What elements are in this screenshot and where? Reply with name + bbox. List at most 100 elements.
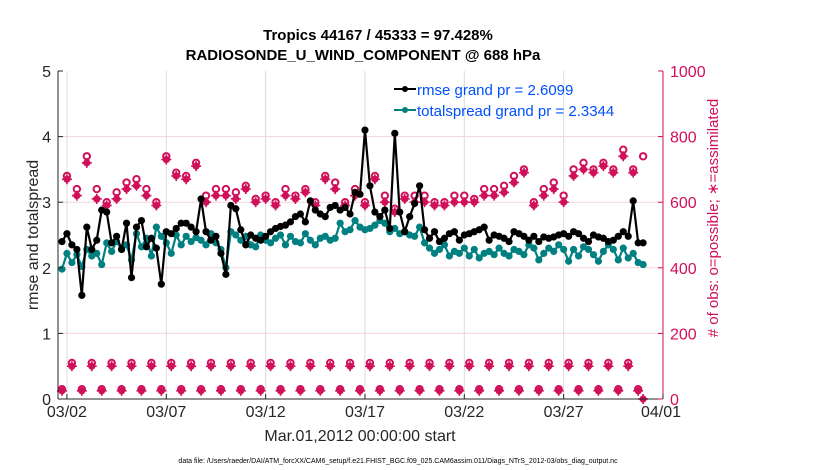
obs-assimilated-marker bbox=[573, 385, 584, 396]
obs-assimilated-marker bbox=[71, 190, 82, 201]
totalspread-point bbox=[177, 241, 185, 249]
obs-assimilated-marker bbox=[305, 361, 316, 372]
rmse-point bbox=[530, 232, 538, 240]
x-ticks: 03/02 03/07 03/12 03/17 03/22 03/27 04/01 bbox=[47, 394, 681, 421]
series-layer bbox=[56, 126, 649, 404]
obs-assimilated-marker bbox=[543, 361, 554, 372]
totalspread-point bbox=[594, 257, 603, 265]
rmse-point bbox=[93, 236, 101, 244]
obs-assimilated-marker bbox=[469, 197, 480, 208]
rmse-point bbox=[142, 243, 151, 251]
obs-assimilated-marker bbox=[429, 200, 440, 211]
rmse-point bbox=[301, 218, 309, 226]
obs-assimilated-marker bbox=[76, 385, 87, 396]
rmse-point bbox=[629, 197, 637, 205]
rmse-point bbox=[147, 234, 155, 242]
rmse-point bbox=[127, 274, 136, 282]
totalspread-point bbox=[495, 244, 503, 252]
x-tick-label: 04/01 bbox=[641, 404, 681, 421]
obs-assimilated-marker bbox=[444, 361, 455, 372]
obs-assimilated-marker bbox=[285, 361, 296, 372]
obs-assimilated-marker bbox=[91, 193, 102, 204]
totalspread-point bbox=[281, 241, 290, 249]
legend-marker-totalspread bbox=[402, 107, 408, 113]
y-right-tick-label: 1000 bbox=[670, 64, 706, 81]
obs-assimilated-marker bbox=[538, 190, 549, 201]
y-right-tick-label: 0 bbox=[670, 392, 679, 409]
obs-assimilated-marker bbox=[295, 385, 306, 396]
rmse-point bbox=[103, 208, 111, 216]
rmse-point bbox=[311, 206, 319, 214]
obs-assimilated-marker bbox=[633, 385, 644, 396]
rmse-point bbox=[192, 228, 200, 236]
rmse-point bbox=[152, 244, 160, 252]
obs-assimilated-marker bbox=[151, 200, 162, 211]
obs-assimilated-marker bbox=[553, 385, 564, 396]
obs-assimilated-marker bbox=[414, 385, 425, 396]
obs-assimilated-marker bbox=[61, 174, 72, 185]
y-ticks-left: 0 1 2 3 4 5 bbox=[42, 64, 63, 409]
totalspread-point bbox=[371, 221, 379, 229]
rmse-point bbox=[386, 224, 394, 233]
rmse-point bbox=[122, 219, 131, 227]
obs-assimilated-marker bbox=[494, 385, 505, 396]
rmse-point bbox=[296, 210, 304, 218]
obs-possible-marker bbox=[638, 152, 648, 161]
y-tick-label: 5 bbox=[42, 64, 51, 81]
obs-assimilated-marker bbox=[369, 174, 380, 185]
obs-assimilated-marker bbox=[126, 361, 137, 372]
rmse-point bbox=[634, 239, 642, 247]
rmse-point bbox=[68, 241, 76, 249]
rmse-point bbox=[361, 126, 369, 134]
rmse-point bbox=[480, 223, 488, 231]
totalspread-point bbox=[535, 256, 543, 264]
rmse-point bbox=[217, 249, 225, 257]
obs-assimilated-marker bbox=[141, 190, 152, 201]
obs-assimilated-marker bbox=[111, 193, 122, 204]
totalspread-point bbox=[68, 258, 76, 267]
obs-assimilated-marker bbox=[384, 361, 395, 372]
rmse-point bbox=[440, 234, 449, 242]
totalspread-point bbox=[63, 249, 71, 257]
data-file-footer: data file: /Users/raeder/DAI/ATM_forcXX/… bbox=[178, 458, 618, 465]
obs-assimilated-marker bbox=[528, 200, 539, 211]
obs-assimilated-marker bbox=[499, 187, 510, 198]
totalspread-point bbox=[430, 249, 439, 257]
obs-assimilated-marker bbox=[628, 167, 639, 178]
rmse-point bbox=[401, 228, 409, 236]
obs-assimilated-marker bbox=[260, 193, 271, 204]
totalspread-point bbox=[599, 247, 607, 255]
totalspread-point bbox=[624, 254, 632, 262]
rmse-point bbox=[416, 182, 424, 190]
totalspread-point bbox=[331, 234, 339, 242]
totalspread-point bbox=[425, 244, 434, 252]
totalspread-point bbox=[103, 239, 111, 247]
legend-label-totalspread: totalspread grand pr = 2.3344 bbox=[417, 103, 614, 120]
rmse-point bbox=[331, 201, 339, 210]
obs-assimilated-marker bbox=[394, 385, 405, 396]
rmse-point bbox=[366, 182, 374, 190]
obs-assimilated-marker bbox=[484, 361, 495, 372]
totalspread-point bbox=[540, 249, 548, 257]
obs-assimilated-marker bbox=[56, 385, 67, 396]
rmse-point bbox=[485, 236, 493, 244]
rmse-point bbox=[321, 213, 329, 221]
rmse-point bbox=[197, 195, 205, 203]
rmse-point bbox=[157, 280, 165, 288]
rmse-point bbox=[609, 236, 617, 244]
totalspread-point bbox=[252, 243, 260, 251]
totalspread-point bbox=[152, 223, 160, 231]
obs-assimilated-marker bbox=[181, 174, 192, 185]
totalspread-point bbox=[197, 236, 205, 244]
totalspread-point bbox=[609, 245, 617, 254]
obs-assimilated-marker bbox=[290, 193, 301, 204]
obs-assimilated-marker bbox=[404, 361, 415, 372]
totalspread-point bbox=[232, 231, 240, 239]
totalspread-point bbox=[445, 252, 454, 260]
x-tick-label: 03/12 bbox=[246, 404, 286, 421]
totalspread-point bbox=[296, 239, 304, 247]
totalspread-point bbox=[565, 257, 573, 265]
totalspread-point bbox=[505, 252, 513, 260]
obs-assimilated-marker bbox=[300, 187, 311, 198]
y-right-tick-label: 400 bbox=[670, 261, 697, 278]
